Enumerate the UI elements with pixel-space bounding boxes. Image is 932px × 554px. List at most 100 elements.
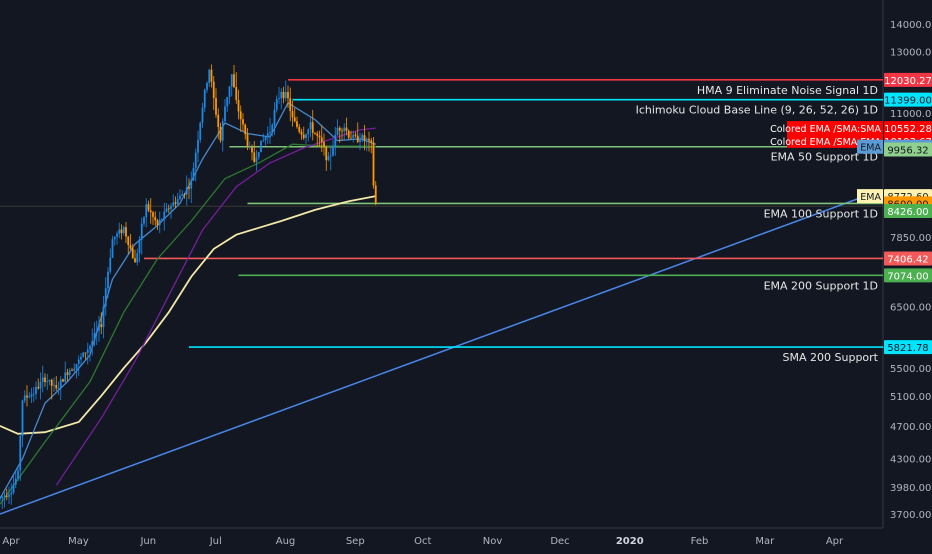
candle-body xyxy=(165,208,168,212)
y-tick-label: 11000.00 xyxy=(890,109,932,120)
candle-body xyxy=(309,122,312,130)
candle-body xyxy=(368,138,370,141)
candle-body xyxy=(188,187,190,189)
candle-body xyxy=(39,381,42,389)
candle-body xyxy=(246,134,249,148)
candle-body xyxy=(311,122,314,133)
candle-body xyxy=(50,379,53,386)
level-label: HMA 9 Eliminate Noise Signal 1D xyxy=(697,84,878,97)
candle-body xyxy=(46,381,49,383)
x-tick-label: Dec xyxy=(550,536,569,547)
grid xyxy=(0,0,884,529)
candle-body xyxy=(179,195,181,200)
candle-body xyxy=(273,109,276,125)
candle-body xyxy=(104,288,107,307)
x-tick-label: May xyxy=(68,536,89,547)
indicator-tag-label: EMA xyxy=(860,192,881,203)
candle-body xyxy=(217,114,220,128)
candle-body xyxy=(167,208,170,210)
candle-body xyxy=(174,202,177,204)
candle-body xyxy=(68,370,71,375)
candle-body xyxy=(264,137,267,141)
candle-body xyxy=(347,130,350,138)
candle-body xyxy=(170,206,172,210)
y-tick-label: 14000.00 xyxy=(890,20,932,31)
candle-body xyxy=(372,142,375,186)
candle-body xyxy=(116,233,118,237)
candle-body xyxy=(244,124,247,135)
candle-body xyxy=(219,127,222,141)
candle-body xyxy=(199,122,202,140)
candle-body xyxy=(307,129,310,135)
candle-body xyxy=(57,388,60,390)
candle-body xyxy=(352,134,355,139)
candle-body xyxy=(300,131,303,135)
candle-body xyxy=(269,131,271,134)
candle-body xyxy=(192,167,195,181)
candle-body xyxy=(98,324,100,331)
price-tag-label: 8426.00 xyxy=(887,207,928,218)
candle-body xyxy=(77,359,80,365)
candle-body xyxy=(89,345,91,350)
candle-body xyxy=(323,142,325,148)
candle-body xyxy=(100,324,103,328)
y-tick-label: 4700.00 xyxy=(890,422,931,433)
candle-body xyxy=(12,484,15,493)
time-axis[interactable]: Apr May Jun Jul Aug Sep Oct Nov Dec 2020 Feb Mar Apr xyxy=(2,536,844,547)
price-tag-label: 7074.00 xyxy=(887,271,928,282)
candles xyxy=(0,64,377,510)
candle-body xyxy=(253,152,256,162)
candle-body xyxy=(224,106,226,122)
indicator-tag-box xyxy=(787,121,883,136)
candle-body xyxy=(82,352,85,357)
candle-body xyxy=(111,239,114,258)
candle-body xyxy=(102,306,105,328)
price-tag-label: 7406.42 xyxy=(887,254,928,265)
candle-body xyxy=(95,330,98,334)
candle-body xyxy=(320,137,323,143)
candle-body xyxy=(282,91,285,99)
level-label: Ichimoku Cloud Base Line (9, 26, 52, 26)… xyxy=(636,104,878,117)
y-tick-label: 4300.00 xyxy=(890,455,931,466)
candle-body xyxy=(275,99,278,110)
moving-average-line xyxy=(0,143,376,505)
candle-body xyxy=(28,396,31,398)
candle-body xyxy=(86,349,89,353)
candle-body xyxy=(147,204,150,211)
y-tick-label: 3700.00 xyxy=(890,510,931,521)
level-label: EMA 50 Support 1D xyxy=(771,151,878,164)
candle-body xyxy=(145,204,148,218)
price-tag-label: 11399.00 xyxy=(884,96,932,107)
candle-body xyxy=(32,393,35,395)
x-tick-label: Oct xyxy=(414,536,431,547)
price-tag-box xyxy=(884,340,932,355)
candle-body xyxy=(316,133,319,136)
indicator-tag-label: Colored EMA /SMA:EMA xyxy=(770,137,881,148)
price-tag-label: 9956.32 xyxy=(887,146,928,157)
level-label: EMA 200 Support 1D xyxy=(764,279,878,292)
candle-body xyxy=(291,111,294,118)
candle-body xyxy=(262,140,265,141)
candle-body xyxy=(336,127,339,135)
candle-body xyxy=(305,134,307,139)
candle-body xyxy=(343,127,346,132)
candle-body xyxy=(206,82,208,90)
candle-body xyxy=(332,147,334,156)
candle-body xyxy=(55,384,58,389)
y-tick-label: 6500.00 xyxy=(890,303,931,314)
candle-body xyxy=(172,202,175,207)
moving-average-line xyxy=(0,195,376,435)
candle-body xyxy=(91,340,94,346)
candle-body xyxy=(64,372,67,382)
candle-body xyxy=(251,147,253,153)
candle-body xyxy=(302,134,305,139)
x-tick-label: Jul xyxy=(209,536,222,547)
price-tag-label: 10552.28 xyxy=(884,124,932,135)
candle-body xyxy=(44,377,46,383)
candle-body xyxy=(143,217,145,224)
candle-body xyxy=(26,395,28,398)
x-tick-label: Aug xyxy=(276,536,296,547)
trendline-layer xyxy=(0,195,866,515)
